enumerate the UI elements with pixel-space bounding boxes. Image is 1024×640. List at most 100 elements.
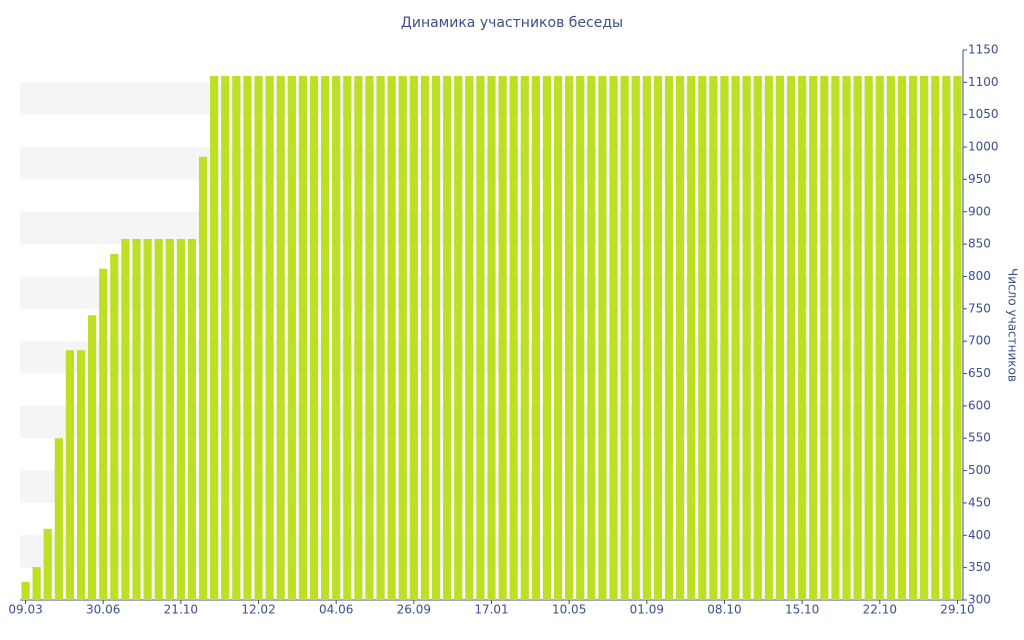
chart-title: Динамика участников беседы [401, 15, 623, 31]
bar [221, 75, 230, 601]
x-tick-label: 29.10 [940, 603, 974, 617]
y-tick-label: 550 [968, 431, 991, 445]
y-axis-label: Число участников [1006, 268, 1020, 382]
bar [576, 75, 585, 601]
bar [332, 75, 341, 601]
bar [775, 75, 785, 601]
bar [798, 75, 807, 601]
bar [176, 238, 185, 601]
bar [154, 238, 163, 601]
y-tick-label: 900 [968, 204, 991, 218]
bar [853, 75, 862, 601]
bar [243, 75, 252, 601]
bar [820, 75, 829, 601]
bar [875, 75, 884, 601]
x-tick-label: 12.02 [241, 603, 275, 617]
bar [198, 156, 208, 600]
bar [764, 75, 773, 601]
bar [143, 238, 152, 601]
x-tick-label: 21.10 [164, 603, 198, 617]
bar [886, 75, 895, 601]
bar [32, 567, 41, 600]
bar [864, 75, 873, 601]
bar [43, 528, 52, 600]
bar [720, 75, 729, 601]
bar [842, 75, 851, 601]
bar [65, 350, 75, 600]
bar [254, 75, 263, 601]
bar [309, 75, 319, 601]
y-tick-label: 650 [968, 366, 991, 380]
x-tick-label: 08.10 [707, 603, 741, 617]
x-tick-label: 30.06 [86, 603, 120, 617]
bar [298, 75, 308, 601]
bar [420, 75, 430, 601]
bar [409, 75, 418, 601]
bar [709, 75, 718, 601]
bar [398, 75, 407, 601]
x-tick-label: 04.06 [319, 603, 353, 617]
bar [165, 238, 174, 601]
y-tick-label: 800 [968, 269, 991, 283]
bar [542, 75, 552, 601]
y-tick-label: 950 [968, 172, 991, 186]
bar [620, 75, 629, 601]
bar [276, 75, 285, 601]
x-tick-label: 17.01 [474, 603, 508, 617]
y-tick-label: 350 [968, 560, 991, 574]
y-tick-label: 700 [968, 334, 991, 348]
bar [587, 75, 596, 601]
y-tick-label: 750 [968, 301, 991, 315]
y-tick-label: 400 [968, 528, 991, 542]
bar [675, 75, 685, 601]
bar [443, 75, 452, 601]
bar [454, 75, 463, 601]
plot: 300 350 400 450 500 550 600 650 700 750 800 850 900 9… [8, 43, 998, 617]
bar [698, 75, 707, 601]
bar [365, 75, 374, 601]
bar [465, 75, 474, 601]
bar [908, 75, 918, 601]
bar [476, 75, 485, 601]
bar [21, 581, 30, 600]
bar [631, 75, 640, 601]
bar [609, 75, 618, 601]
bar [931, 75, 940, 601]
bar [121, 238, 130, 601]
x-tick-label: 15.10 [785, 603, 819, 617]
bar [831, 75, 840, 601]
bar [320, 75, 330, 601]
y-tick-label: 450 [968, 495, 991, 509]
y-tick-label: 300 [968, 593, 991, 607]
bar [920, 75, 929, 601]
y-tick-label: 1050 [968, 107, 999, 121]
y-tick-label: 850 [968, 237, 991, 251]
x-tick-label: 26.09 [397, 603, 431, 617]
y-tick-label: 500 [968, 463, 991, 477]
y-tick-label: 1000 [968, 140, 999, 154]
bar [343, 75, 352, 601]
x-tick-label: 01.09 [630, 603, 664, 617]
bar [786, 75, 796, 601]
bar [897, 75, 907, 601]
bar [387, 75, 396, 601]
x-tick-label: 22.10 [863, 603, 897, 617]
y-tick-label: 1100 [968, 75, 999, 89]
bar [99, 268, 108, 600]
bar [354, 75, 363, 601]
y-tick-label: 1150 [968, 43, 999, 57]
x-tick-label: 09.03 [8, 603, 42, 617]
bar [642, 75, 651, 601]
bar [809, 75, 818, 601]
bar [742, 75, 751, 601]
bar [498, 75, 507, 601]
bar [132, 238, 141, 601]
bar [942, 75, 951, 601]
bar [88, 315, 97, 600]
bar [687, 75, 696, 601]
bar [753, 75, 762, 601]
bar [664, 75, 674, 601]
bar [76, 350, 86, 600]
x-tick-label: 10.05 [552, 603, 586, 617]
